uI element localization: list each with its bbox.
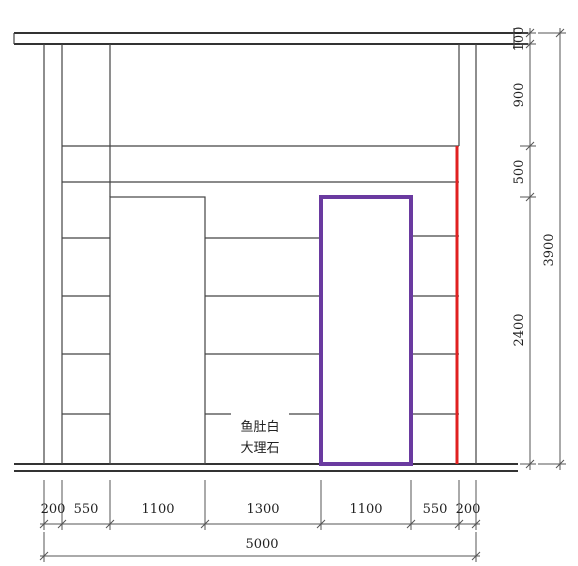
material-label-line2: 大理石 — [240, 441, 279, 456]
dim-total-width: 5000 — [245, 537, 278, 552]
door-left — [109, 196, 206, 465]
total-height-dimension — [538, 28, 566, 470]
vertical-dimension-chain — [520, 28, 536, 470]
dim-h-1: 550 — [74, 502, 99, 517]
floor-band — [14, 463, 518, 472]
dim-v-3: 2400 — [512, 313, 527, 346]
top-slab — [13, 28, 528, 49]
material-label-line1: 鱼肚白 — [240, 419, 279, 435]
dim-h-4: 1100 — [349, 502, 382, 517]
door-right-highlight — [319, 195, 413, 466]
left-column — [43, 44, 111, 464]
dim-v-2: 500 — [512, 160, 527, 185]
horizontal-dimension-chain — [39, 480, 481, 530]
dim-h-0: 200 — [41, 502, 66, 517]
dim-h-2: 1100 — [141, 502, 174, 517]
dim-v-1: 900 — [512, 83, 527, 108]
panel-lines — [62, 145, 459, 415]
dim-h-5: 550 — [423, 502, 448, 517]
dim-h-6: 200 — [456, 502, 481, 517]
dim-h-3: 1300 — [246, 502, 279, 517]
total-width-dimension — [39, 532, 481, 562]
dim-v-0: 100 — [512, 27, 527, 52]
dim-total-height: 3900 — [542, 233, 557, 266]
right-column — [458, 44, 477, 464]
